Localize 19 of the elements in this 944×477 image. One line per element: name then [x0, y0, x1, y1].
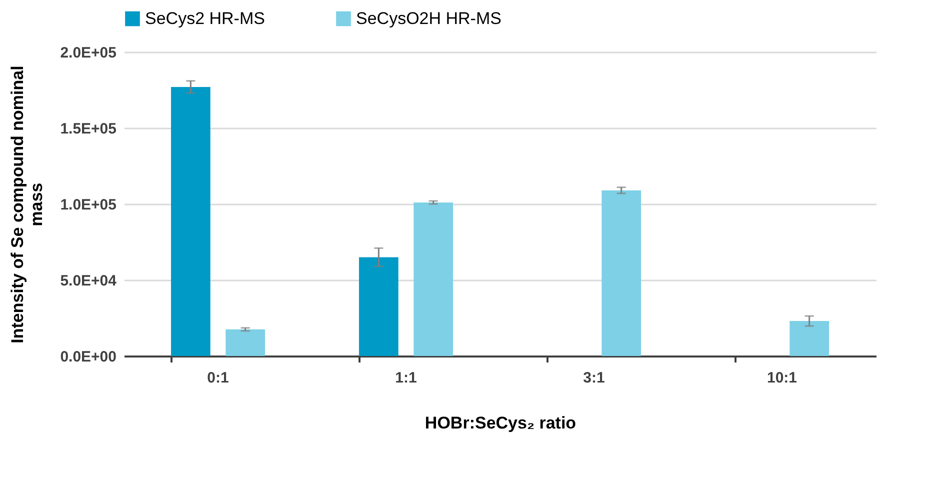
- bar: [414, 202, 453, 356]
- legend-label: SeCys2 HR-MS: [145, 8, 265, 28]
- y-tick-label: 1.0E+05: [60, 196, 116, 214]
- bar: [359, 257, 398, 356]
- y-tick-label: 1.5E+05: [60, 120, 116, 138]
- y-axis-title: Intensity of Se compound nominal mass: [8, 66, 46, 344]
- x-tick-label: 3:1: [583, 370, 605, 386]
- y-tick-label: 2.0E+05: [60, 44, 116, 62]
- y-tick-label: 0.0E+00: [60, 348, 116, 366]
- x-axis-title: HOBr:SeCys₂ ratio: [424, 414, 576, 432]
- x-tick-label: 10:1: [766, 370, 798, 386]
- x-tick-label: 1:1: [395, 370, 417, 386]
- y-tick-label: 5.0E+04: [60, 272, 118, 290]
- x-tick-label: 0:1: [207, 370, 229, 386]
- bar: [602, 190, 641, 356]
- bar: [790, 321, 829, 356]
- bar: [226, 329, 265, 356]
- legend-label: SeCysO2H HR-MS: [356, 8, 502, 28]
- bar: [171, 86, 210, 356]
